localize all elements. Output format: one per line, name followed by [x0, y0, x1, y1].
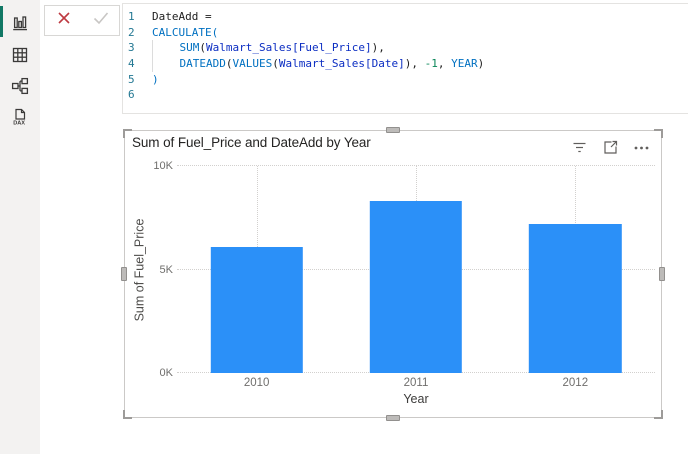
sidebar-item-model-view[interactable] [0, 71, 40, 100]
code-line[interactable]: 1 DateAdd = [123, 9, 688, 25]
focus-mode-icon[interactable] [603, 140, 618, 155]
code-line[interactable]: 5) [123, 72, 688, 88]
line-number: 2 [128, 25, 135, 39]
filter-icon[interactable] [572, 141, 587, 154]
y-axis-tick-labels: 0K 5K 10K [145, 160, 173, 379]
y-tick-label: 10K [153, 160, 173, 172]
visual-title: Sum of Fuel_Price and DateAdd by Year [132, 135, 371, 150]
resize-handle-bottom-left[interactable] [123, 410, 132, 419]
y-tick-label: 0K [159, 367, 173, 379]
y-tick-label: 5K [159, 263, 173, 276]
model-view-icon [10, 76, 30, 96]
line-number: 5 [128, 72, 135, 86]
line-number: 1 [128, 10, 135, 23]
x-axis-title: Year [403, 392, 429, 406]
checkmark-icon [93, 11, 109, 30]
commit-formula-button[interactable] [82, 6, 119, 35]
resize-handle-top-right[interactable] [654, 129, 663, 138]
code-line[interactable]: 4 DATEADD(VALUES(Walmart_Sales[Date]), -… [123, 56, 688, 72]
bar-2012[interactable] [529, 223, 622, 373]
resize-handle-top-left[interactable] [123, 129, 132, 138]
plot-area [177, 166, 655, 373]
resize-handle-bottom[interactable] [386, 415, 400, 421]
x-tick-label: 2011 [403, 377, 429, 389]
bar-slot [177, 166, 336, 373]
report-view-icon [10, 13, 30, 33]
code-line[interactable]: 6 [123, 87, 688, 103]
bar-2011[interactable] [369, 201, 463, 373]
data-view-icon [10, 45, 30, 65]
dax-formula-editor[interactable]: 1 DateAdd = 2 CALCULATE(3 SUM(Walmart_Sales… [122, 3, 688, 114]
code-text [144, 87, 152, 103]
code-line[interactable]: 2 CALCULATE( [123, 25, 688, 41]
code-line[interactable]: 3 SUM(Walmart_Sales[Fuel_Price]), [123, 40, 688, 57]
x-tick-label: 2010 [243, 377, 270, 389]
code-text: CALCULATE( [152, 25, 219, 39]
bar-2010[interactable] [210, 246, 303, 373]
code-text: ) [152, 72, 159, 86]
resize-handle-top[interactable] [386, 127, 400, 133]
code-text: DATEADD(VALUES(Walmart_Sales[Date]), -1,… [144, 56, 484, 72]
bar-slot [336, 166, 495, 373]
sidebar-item-dax-query-view[interactable]: DAX [0, 102, 40, 131]
code-lines: 1 DateAdd = 2 CALCULATE(3 SUM(Walmart_Sales… [123, 9, 688, 103]
dax-icon-label: DAX [13, 120, 25, 126]
sidebar-item-report-view[interactable] [0, 8, 40, 37]
line-number: 3 [128, 41, 135, 55]
more-options-icon[interactable] [634, 146, 649, 150]
cancel-icon [57, 11, 71, 30]
resize-handle-left[interactable] [121, 267, 127, 281]
code-text: SUM(Walmart_Sales[Fuel_Price]), [144, 40, 385, 57]
view-switcher-sidebar: DAX [0, 0, 40, 454]
visual-header-toolbar [572, 140, 649, 155]
sidebar-item-data-view[interactable] [0, 40, 40, 69]
active-view-indicator [0, 6, 3, 37]
formula-commit-cancel-box [44, 5, 120, 36]
x-axis-tick-labels: 2010 2011 2012 [177, 377, 655, 389]
resize-handle-bottom-right[interactable] [654, 410, 663, 419]
resize-handle-right[interactable] [659, 267, 665, 281]
dax-query-view-icon: DAX [10, 107, 30, 127]
x-tick-label: 2012 [562, 377, 589, 389]
line-number: 4 [128, 57, 135, 71]
bar-slot [496, 166, 655, 373]
cancel-formula-button[interactable] [45, 6, 82, 35]
bar-chart-visual[interactable]: Sum of Fuel_Price and DateAdd by Year [121, 127, 665, 421]
code-text: DateAdd = [152, 10, 212, 23]
line-number: 6 [128, 88, 135, 102]
